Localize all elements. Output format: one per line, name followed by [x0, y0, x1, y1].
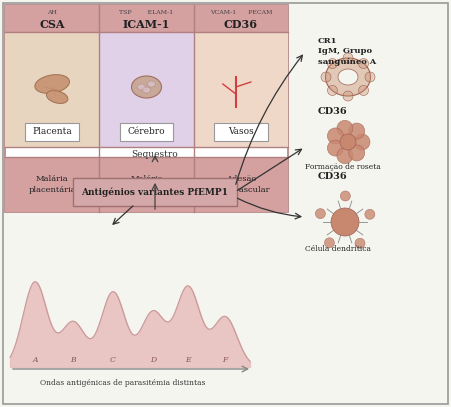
Circle shape: [365, 72, 375, 82]
Circle shape: [337, 148, 353, 164]
Text: F: F: [222, 356, 228, 364]
Circle shape: [341, 191, 350, 201]
Ellipse shape: [143, 87, 151, 93]
Ellipse shape: [35, 74, 69, 93]
Text: Vasos: Vasos: [228, 127, 254, 136]
Ellipse shape: [147, 81, 156, 87]
Ellipse shape: [132, 76, 161, 98]
Text: Cérebro: Cérebro: [128, 127, 166, 136]
Bar: [193, 32, 288, 147]
Text: Placenta: Placenta: [32, 127, 72, 136]
Circle shape: [321, 72, 331, 82]
Bar: [5, 157, 99, 212]
Text: Sequestro: Sequestro: [132, 150, 179, 159]
Text: Ondas antigénicas de parasitémia distintas: Ondas antigénicas de parasitémia distint…: [40, 379, 205, 387]
Text: CD36: CD36: [318, 107, 348, 116]
Bar: [99, 157, 193, 212]
Bar: [5, 32, 99, 147]
Bar: [5, 217, 260, 377]
Circle shape: [343, 53, 353, 63]
FancyBboxPatch shape: [120, 123, 174, 141]
Circle shape: [355, 238, 365, 248]
Circle shape: [327, 59, 337, 68]
Text: E: E: [185, 356, 191, 364]
Text: Formação de roseta: Formação de roseta: [305, 163, 381, 171]
Text: VCAM-1      PECAM: VCAM-1 PECAM: [210, 11, 272, 15]
Ellipse shape: [46, 90, 68, 103]
Ellipse shape: [326, 58, 371, 96]
FancyBboxPatch shape: [214, 123, 268, 141]
Bar: [193, 157, 288, 212]
Circle shape: [365, 209, 375, 219]
FancyBboxPatch shape: [25, 123, 79, 141]
Text: Célula dendrítica: Célula dendrítica: [305, 245, 371, 253]
Circle shape: [327, 140, 343, 156]
Text: CD36: CD36: [224, 18, 258, 29]
Bar: [99, 5, 193, 32]
Ellipse shape: [338, 69, 358, 85]
Text: CSA: CSA: [39, 18, 65, 29]
Text: ICAM-1: ICAM-1: [123, 18, 170, 29]
Bar: [5, 5, 288, 212]
Text: Adesão
microvascular: Adesão microvascular: [211, 175, 271, 194]
Text: A: A: [32, 356, 38, 364]
Circle shape: [354, 134, 370, 150]
Text: CR1
IgM, Grupo
sanguíneo A: CR1 IgM, Grupo sanguíneo A: [318, 37, 376, 66]
Text: Malária
cerebral: Malária cerebral: [129, 175, 164, 194]
Circle shape: [343, 91, 353, 101]
FancyBboxPatch shape: [3, 3, 448, 404]
Text: TSP        ELAM-1: TSP ELAM-1: [120, 11, 174, 15]
Bar: [193, 5, 288, 32]
Bar: [5, 5, 99, 32]
Circle shape: [340, 134, 356, 150]
Circle shape: [324, 238, 335, 248]
Text: Malária
placentária: Malária placentária: [28, 175, 76, 194]
Circle shape: [349, 123, 365, 139]
FancyBboxPatch shape: [73, 178, 237, 206]
Text: D: D: [150, 356, 156, 364]
Circle shape: [327, 128, 343, 144]
Bar: [99, 32, 193, 147]
Text: B: B: [70, 356, 76, 364]
Circle shape: [327, 85, 337, 95]
Circle shape: [359, 59, 368, 68]
Circle shape: [315, 209, 325, 219]
Text: CD36: CD36: [318, 172, 348, 181]
Text: AH: AH: [47, 11, 57, 15]
Ellipse shape: [138, 84, 146, 90]
Circle shape: [359, 85, 368, 95]
Text: Antigénios variantes PfEMP1: Antigénios variantes PfEMP1: [82, 187, 229, 197]
Text: C: C: [110, 356, 116, 364]
Circle shape: [349, 145, 365, 161]
Circle shape: [331, 208, 359, 236]
Circle shape: [337, 120, 353, 136]
